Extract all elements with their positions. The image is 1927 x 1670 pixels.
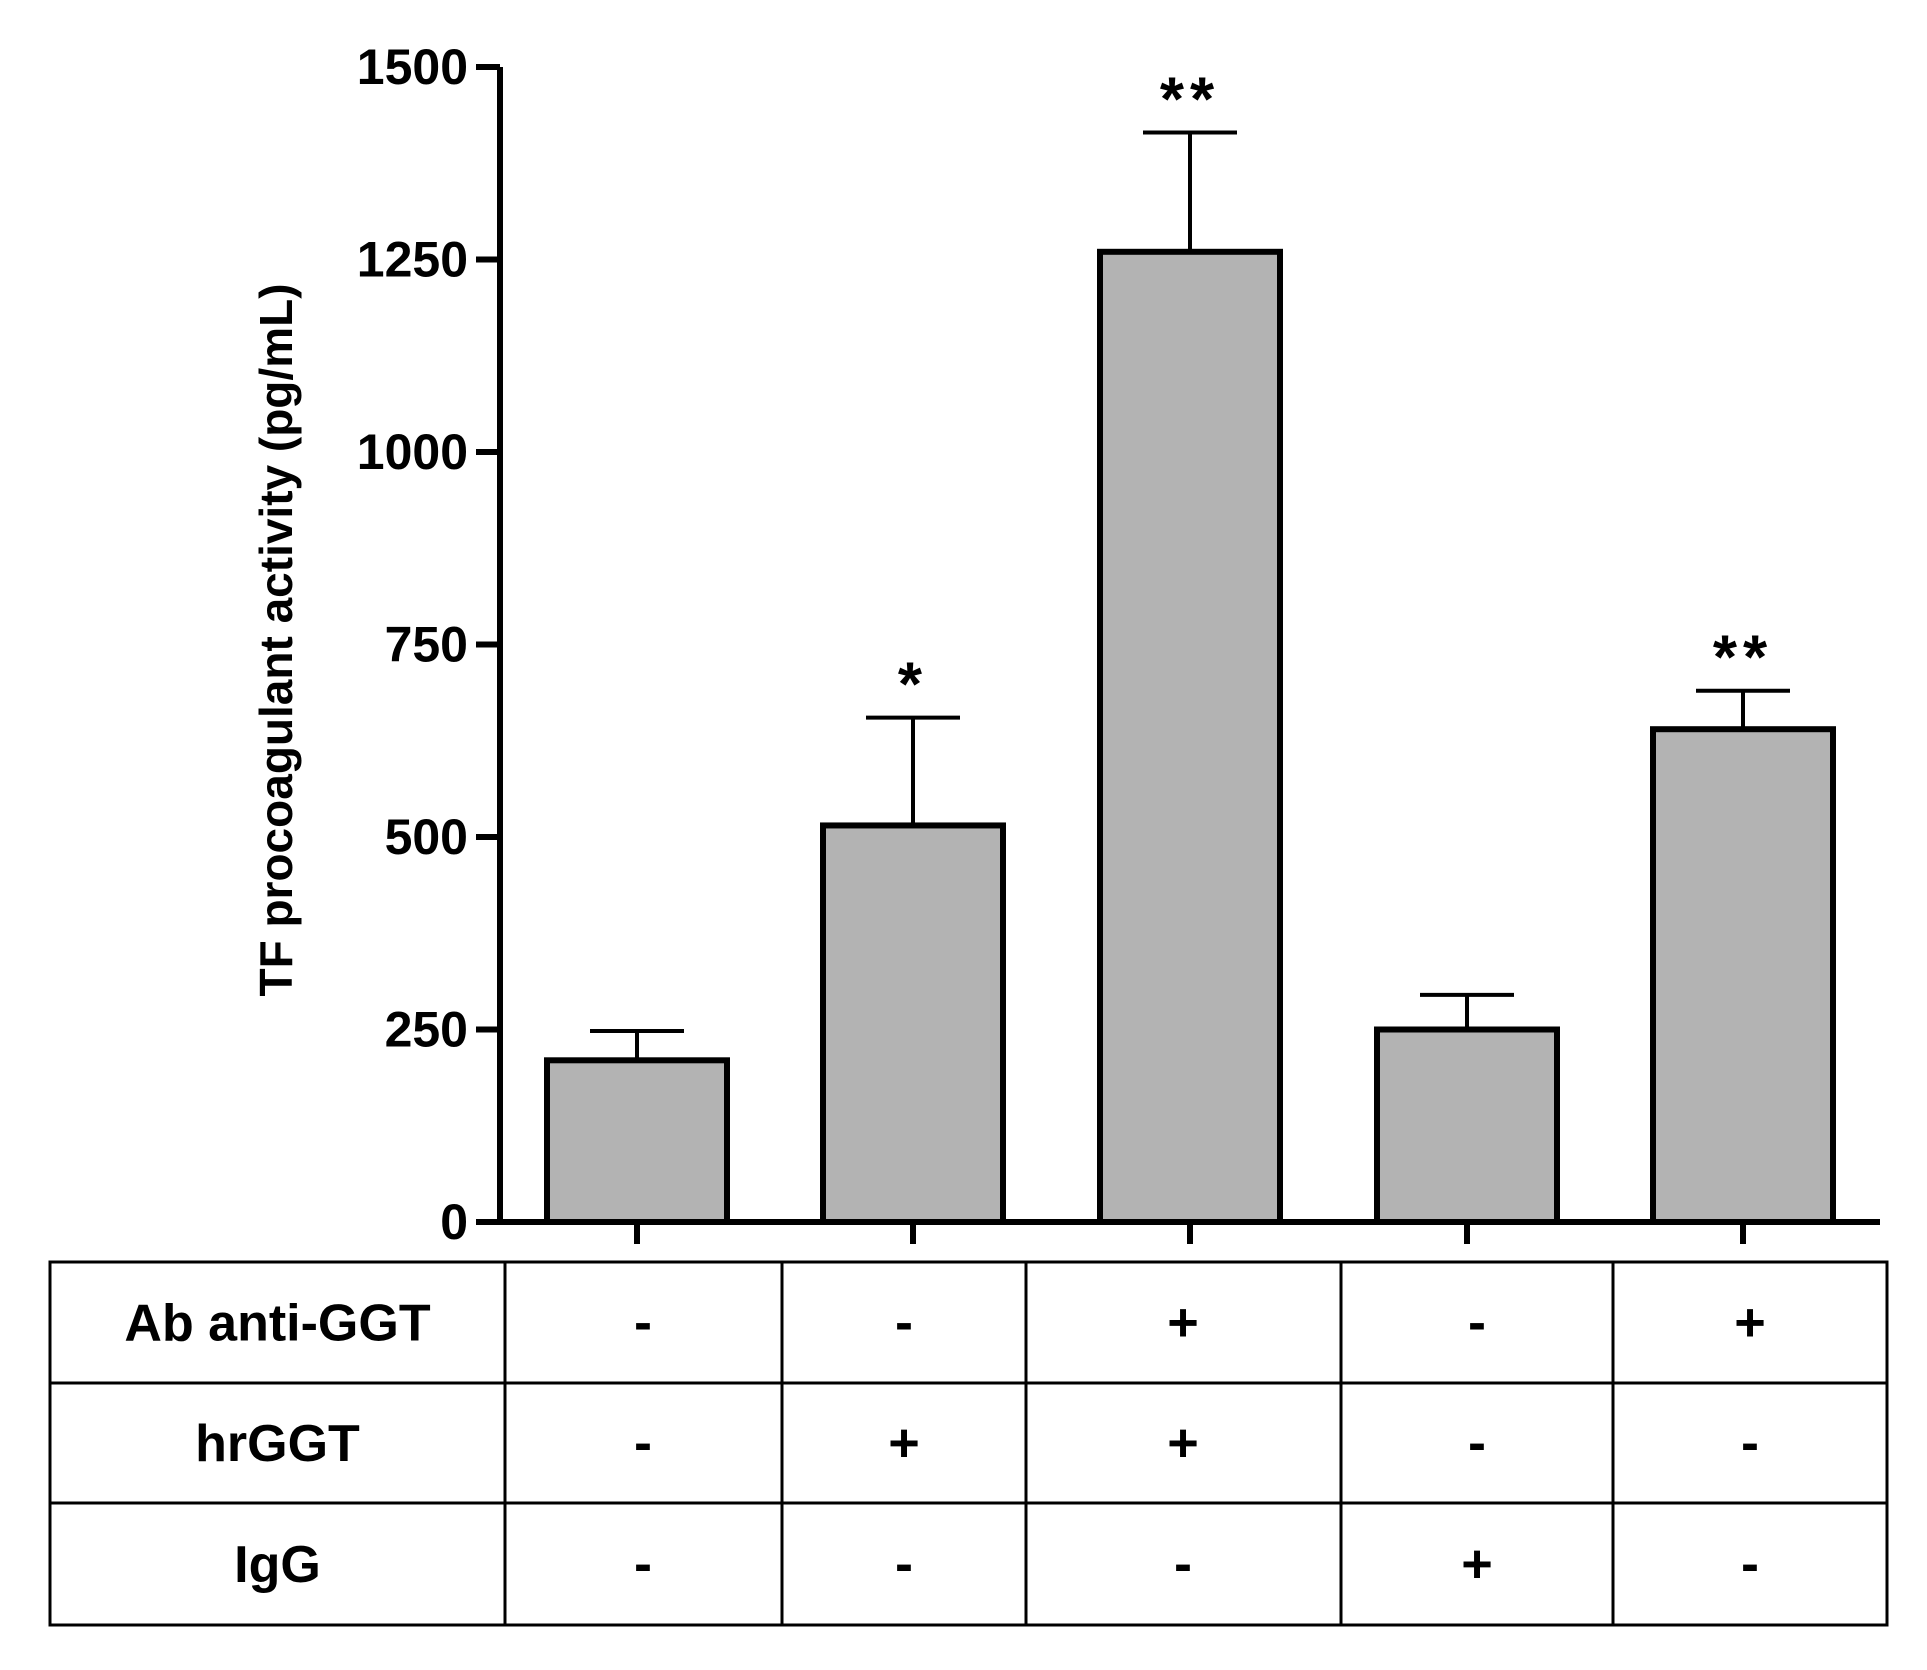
y-tick-label: 500: [385, 809, 468, 865]
y-tick-label: 1250: [357, 232, 468, 288]
table-row-label: hrGGT: [195, 1415, 360, 1473]
table-cell: -: [634, 1293, 652, 1353]
table-cell: -: [1741, 1413, 1759, 1473]
table-border: [48, 1260, 1889, 1627]
significance-marker: **: [1713, 624, 1773, 693]
y-tick-label: 250: [385, 1002, 468, 1058]
significance-marker: **: [1160, 65, 1220, 134]
table-cell: -: [634, 1413, 652, 1473]
table-cell: -: [1174, 1534, 1192, 1594]
y-tick-label: 1000: [357, 424, 468, 480]
table-cell: -: [1468, 1413, 1486, 1473]
bar: [1097, 248, 1283, 1226]
y-tick-label: 1500: [357, 39, 468, 95]
table-row-label: IgG: [234, 1536, 321, 1594]
bar: [1650, 726, 1836, 1225]
table-cell: -: [634, 1534, 652, 1594]
table-cell: +: [1734, 1293, 1766, 1353]
table-cell: -: [895, 1293, 913, 1353]
table-cell: -: [1741, 1534, 1759, 1594]
table-row-label: Ab anti-GGT: [124, 1295, 430, 1353]
y-tick-label: 750: [385, 617, 468, 673]
y-axis-title: TF procoagulant activity (pg/mL): [250, 283, 302, 996]
y-tick-label: 0: [440, 1194, 468, 1250]
bar: [1374, 1026, 1560, 1225]
bar: [544, 1057, 730, 1226]
bar: [820, 822, 1006, 1225]
table-cell: +: [888, 1413, 920, 1473]
table-cell: +: [1167, 1413, 1199, 1473]
table-cell: +: [1461, 1534, 1493, 1594]
significance-marker: *: [898, 651, 928, 720]
table-cell: -: [1468, 1293, 1486, 1353]
table-cell: -: [895, 1534, 913, 1594]
table-cell: +: [1167, 1293, 1199, 1353]
